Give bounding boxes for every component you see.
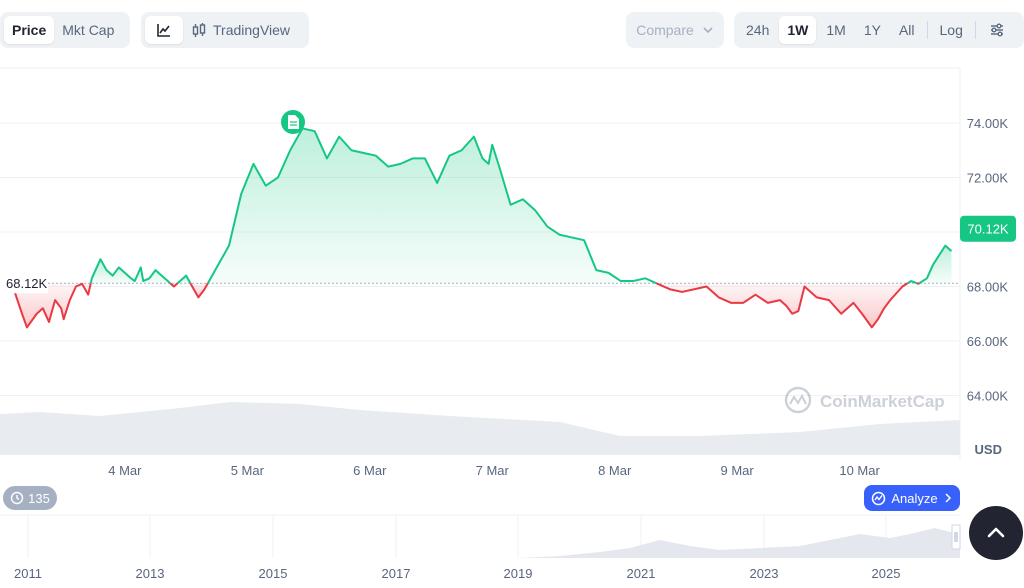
navigator-ticks: 2011 2013 2015 2017 2019 2021 2023 2025 [14,566,900,581]
navigator-tick-label: 2023 [750,566,779,581]
chart-type-toggle: TradingView [141,12,309,48]
scroll-to-top-button[interactable] [969,506,1023,560]
range-separator-2 [974,21,976,39]
area-above-ref [207,128,657,284]
range-all[interactable]: All [898,22,915,38]
volume-band [0,402,960,455]
y-tick-label: 70.00K [967,225,1009,240]
line-segment-down [10,282,92,329]
area-below-ref [656,283,908,328]
x-tick-label: 4 Mar [108,463,142,478]
x-tick-label: 7 Mar [476,463,510,478]
range-separator [926,21,928,39]
range-1w[interactable]: 1W [779,16,817,44]
tradingview-button[interactable]: TradingView [183,16,298,44]
volume-area [0,402,960,455]
chevron-right-icon [945,493,951,503]
history-icon [10,491,24,505]
price-mktcap-toggle: Price Mkt Cap [0,12,130,48]
settings-button[interactable] [980,16,1014,44]
navigator-area [0,528,960,558]
reference-label: 68.12K [6,276,48,291]
svg-text:CoinMarketCap: CoinMarketCap [820,392,945,411]
area-above-ref [90,259,171,284]
line-chart-button[interactable] [145,16,183,44]
navigator-tick-label: 2015 [259,566,288,581]
cmc-logo-icon [784,386,812,414]
navigator-tick-label: 2013 [136,566,165,581]
analyze-button[interactable]: Analyze [864,485,960,511]
y-tick-label: 72.00K [967,171,1009,186]
log-toggle[interactable]: Log [939,22,963,38]
area-below-ref [190,283,208,298]
sliders-icon [990,23,1003,37]
x-tick-label: 10 Mar [839,463,880,478]
line-segment-down [916,282,920,285]
analyze-icon [872,491,886,505]
navigator-tick-label: 2017 [382,566,411,581]
chevron-down-icon [703,27,713,34]
area-above-ref [907,281,917,284]
area-below-ref [916,283,920,284]
line-segment-up [2,277,13,284]
range-1y[interactable]: 1Y [863,22,881,38]
line-segment-down [655,282,909,329]
navigator-grid [27,515,887,558]
tab-price[interactable]: Price [4,16,55,44]
line-segment-up [176,274,192,284]
tradingview-label: TradingView [213,22,291,38]
x-tick-label: 6 Mar [353,463,387,478]
history-count: 135 [28,490,50,506]
current-price-tag [960,215,1016,242]
news-marker[interactable] [281,110,305,134]
line-segment-up [918,244,953,285]
y-tick-label: 74.00K [967,116,1009,131]
line-segment-down [169,282,179,288]
area-above-ref [2,278,12,284]
navigator-handle[interactable] [951,524,961,550]
area-above-ref [919,245,952,284]
y-axis-ticks: 74.00K 72.00K 70.00K 68.00K 66.00K 64.00K [967,116,1009,404]
y-unit-label: USD [975,442,1002,457]
area-below-ref [11,283,91,328]
line-segment-up [89,258,171,284]
range-24h[interactable]: 24h [746,22,770,38]
watermark: CoinMarketCap [784,386,945,414]
y-tick-label: 66.00K [967,334,1009,349]
compare-dropdown[interactable]: Compare [626,12,724,48]
history-badge[interactable]: 135 [3,486,57,510]
range-1m[interactable]: 1M [826,22,846,38]
x-tick-label: 5 Mar [231,463,265,478]
range-toggle: 24h 1W 1M 1Y All Log [734,12,1024,48]
candlestick-icon [192,23,206,37]
x-tick-label: 9 Mar [721,463,755,478]
area-below-ref [170,283,178,287]
compare-label: Compare [636,22,694,38]
current-price-label: 70.12K [967,222,1009,237]
navigator[interactable]: 2011 2013 2015 2017 2019 2021 2023 2025 [0,514,961,581]
navigator-tick-label: 2025 [872,566,901,581]
x-axis-ticks: 4 Mar 5 Mar 6 Mar 7 Mar 8 Mar 9 Mar 10 Mar [108,463,880,478]
grid-lines [0,122,960,396]
price-line [2,127,953,329]
chevron-up-icon [987,527,1005,538]
area-above-ref [177,275,191,284]
tab-mktcap[interactable]: Mkt Cap [62,22,115,38]
x-tick-label: 8 Mar [598,463,632,478]
document-icon [288,115,299,129]
navigator-tick-label: 2011 [14,566,42,581]
y-tick-label: 64.00K [967,389,1009,404]
line-chart-icon [157,24,170,37]
area-fills [2,128,952,328]
line-segment-up [907,280,918,285]
navigator-tick-label: 2021 [627,566,656,581]
reference-label-bg [0,275,48,294]
line-segment-up [206,127,657,285]
analyze-label: Analyze [891,490,938,506]
line-segment-down [189,282,209,299]
navigator-tick-label: 2019 [504,566,533,581]
y-tick-label: 68.00K [967,280,1009,295]
